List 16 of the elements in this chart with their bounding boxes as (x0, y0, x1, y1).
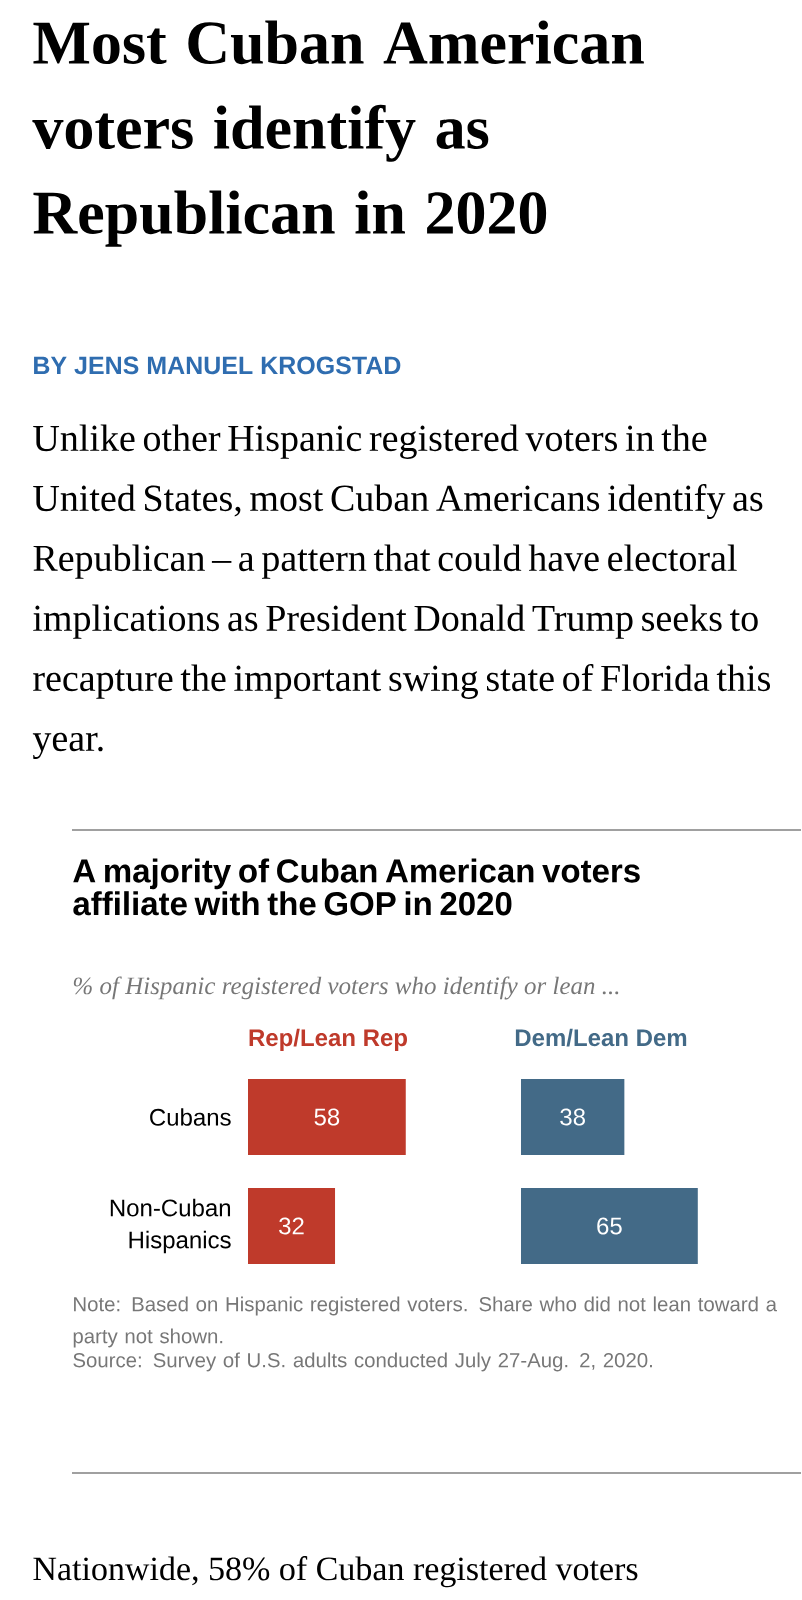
text: Nationwide, 58% of Cuban registered voters (33, 1556, 638, 1588)
data-label: 38 (560, 1108, 586, 1126)
text: BY JENS MANUEL KROGSTAD (34, 356, 401, 375)
chart-subtitle: % of Hispanic registered voters who identify or lean ... (73, 976, 619, 1000)
series-label: Rep/Lean Rep (249, 1028, 408, 1051)
data-label: 32 (279, 1217, 304, 1235)
chart-title: A majority of Cuban American voters affiliate with the GOP in 2020 (73, 858, 640, 916)
source-note: Source: Survey of U.S. adults conducted July 27-Aug. 2, 2020. (73, 1352, 653, 1372)
y-tick-label: Cubans (150, 1108, 231, 1126)
text: Unlike other Hispanic registered voters in the United States, most Cuban Americans identify as Republican – a pattern that could have electoral implications as President Donald Trump seeks to recapture the important swing state of Florida this year. (32, 424, 771, 759)
data-label: 58 (314, 1108, 340, 1126)
text: Most Cuban American voters identify as Republican in 2020 (32, 20, 644, 247)
text: Note: Based on Hispanic registered voters. Share who did not lean toward a party not shown. (73, 1296, 778, 1348)
y-tick-label: Non-Cuban Hispanics (110, 1198, 231, 1254)
series-label: Dem/Lean Dem (516, 1028, 687, 1047)
data-label: 65 (597, 1217, 622, 1235)
